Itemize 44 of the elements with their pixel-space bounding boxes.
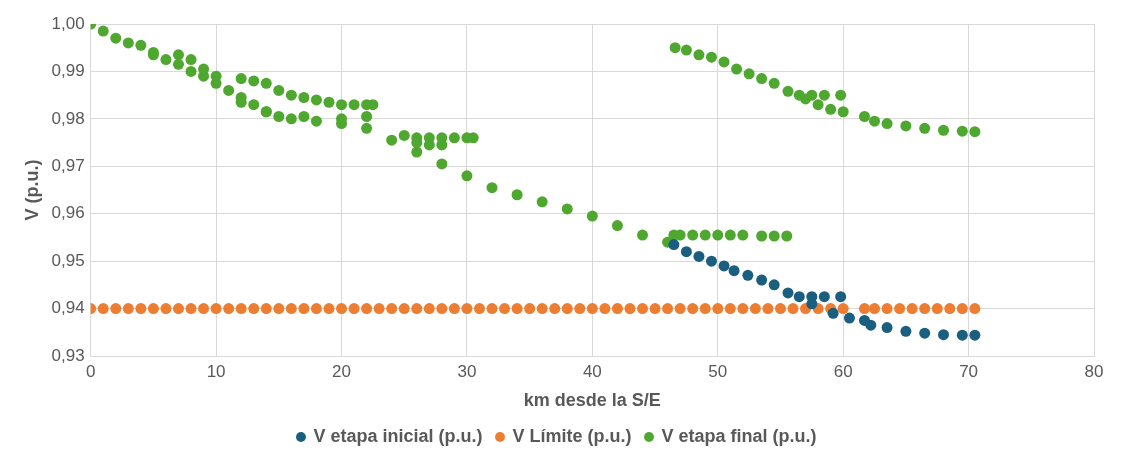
point [827, 307, 839, 319]
x-axis-title: km desde la S/E [523, 390, 661, 411]
x-tick-label: 20 [332, 361, 351, 381]
x-tick-label: 40 [582, 361, 602, 381]
point [835, 291, 847, 303]
point [728, 265, 740, 277]
point [756, 274, 768, 286]
legend-label: V Límite (p.u.) [512, 425, 632, 446]
x-tick-label: 0 [85, 361, 96, 381]
point [718, 260, 730, 272]
y-tick-label: 0,93 [51, 345, 85, 365]
point [680, 246, 692, 258]
point [919, 327, 931, 339]
x-tick-label: 60 [833, 361, 853, 381]
point [782, 287, 794, 299]
x-tick-label: 30 [457, 361, 477, 381]
point [843, 312, 855, 324]
y-tick-label: 0,97 [51, 155, 85, 175]
point [818, 291, 830, 303]
y-tick-label: 1,00 [51, 13, 85, 33]
point [705, 255, 717, 267]
point [668, 239, 680, 251]
y-tick-label: 0,99 [51, 61, 85, 81]
point [900, 325, 912, 337]
x-tick-label: 50 [708, 361, 728, 381]
point [881, 322, 893, 334]
point [768, 279, 780, 291]
x-tick-label: 80 [1084, 361, 1104, 381]
point [693, 250, 705, 262]
x-tick-label: 10 [206, 361, 226, 381]
y-tick-label: 0,96 [51, 203, 85, 223]
point [742, 269, 754, 281]
y-tick-label: 0,94 [51, 298, 85, 318]
point [793, 291, 805, 303]
y-axis-title: V (p.u.) [21, 159, 42, 221]
legend-label: V etapa final (p.u.) [661, 425, 817, 446]
y-tick-label: 0,95 [51, 250, 85, 270]
point [969, 329, 981, 341]
legend-label: V etapa inicial (p.u.) [313, 425, 483, 446]
point [956, 329, 968, 341]
point [865, 319, 877, 331]
y-tick-label: 0,98 [51, 108, 85, 128]
point [938, 329, 949, 341]
x-tick-label: 70 [959, 361, 979, 381]
